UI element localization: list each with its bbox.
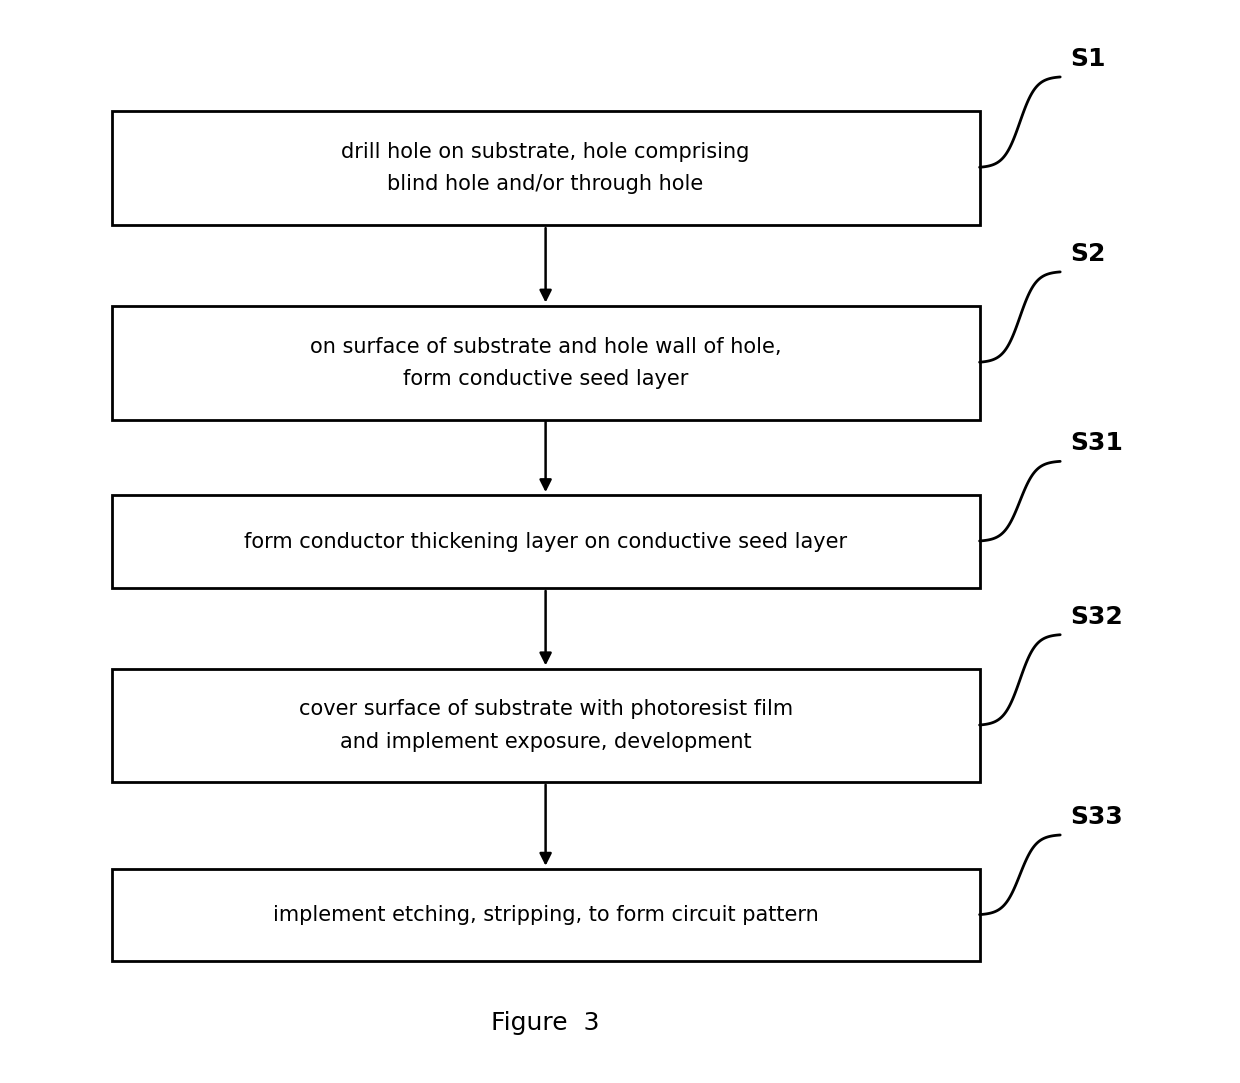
Text: on surface of substrate and hole wall of hole,: on surface of substrate and hole wall of… [310,337,781,356]
FancyBboxPatch shape [112,112,980,225]
Text: implement etching, stripping, to form circuit pattern: implement etching, stripping, to form ci… [273,905,818,925]
Text: and implement exposure, development: and implement exposure, development [340,732,751,752]
Text: Figure  3: Figure 3 [491,1012,600,1035]
Text: S2: S2 [1070,242,1106,265]
Text: form conductor thickening layer on conductive seed layer: form conductor thickening layer on condu… [244,532,847,551]
FancyBboxPatch shape [112,668,980,782]
FancyBboxPatch shape [112,496,980,587]
Text: form conductive seed layer: form conductive seed layer [403,369,688,389]
Text: S32: S32 [1070,604,1123,628]
Text: blind hole and/or through hole: blind hole and/or through hole [387,174,704,194]
FancyBboxPatch shape [112,305,980,419]
Text: drill hole on substrate, hole comprising: drill hole on substrate, hole comprising [341,142,750,161]
Text: S31: S31 [1070,431,1123,455]
FancyBboxPatch shape [112,869,980,962]
Text: cover surface of substrate with photoresist film: cover surface of substrate with photores… [299,700,792,719]
Text: S33: S33 [1070,805,1123,830]
Text: S1: S1 [1070,47,1106,71]
